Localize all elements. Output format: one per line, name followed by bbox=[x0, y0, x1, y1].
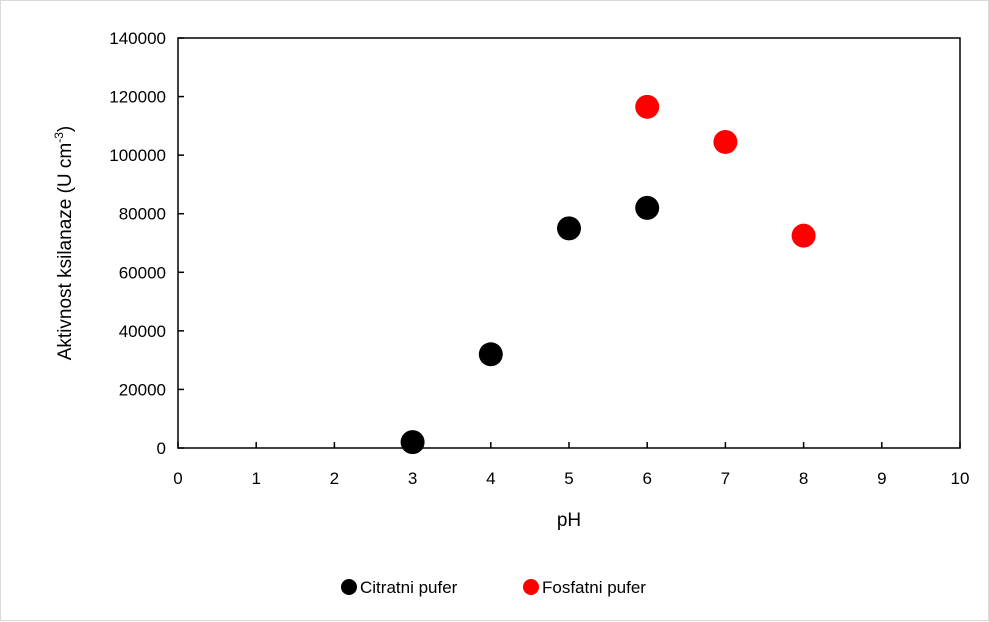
x-tick-label: 10 bbox=[951, 469, 970, 488]
x-tick-label: 9 bbox=[877, 469, 886, 488]
x-tick-label: 8 bbox=[799, 469, 808, 488]
legend: Citratni pufer Fosfatni pufer bbox=[341, 578, 646, 597]
y-tick-label: 80000 bbox=[119, 205, 166, 224]
x-tick-label: 3 bbox=[408, 469, 417, 488]
x-axis-title: pH bbox=[557, 510, 581, 531]
y-tick-label: 120000 bbox=[109, 88, 166, 107]
legend-marker-fosfatni-pufer bbox=[523, 579, 539, 595]
plot-border bbox=[177, 37, 961, 449]
y-axis-title-close: ) bbox=[55, 126, 76, 132]
x-tick-label: 2 bbox=[330, 469, 339, 488]
x-axis-ticks bbox=[177, 442, 961, 448]
legend-marker-citratni-pufer bbox=[341, 579, 357, 595]
y-tick-label: 100000 bbox=[109, 146, 166, 165]
y-axis-title-superscript: -3 bbox=[52, 132, 66, 143]
point-fosfatni-pufer bbox=[791, 223, 816, 248]
y-axis-tick-labels: 0 20000 40000 60000 80000 100000 120000 140000 bbox=[109, 29, 166, 458]
y-tick-label: 60000 bbox=[119, 263, 166, 282]
plot-area bbox=[177, 37, 961, 449]
point-fosfatni-pufer bbox=[635, 94, 660, 119]
legend-label-citratni-pufer: Citratni pufer bbox=[360, 578, 458, 597]
x-tick-label: 4 bbox=[486, 469, 495, 488]
point-citratni-pufer bbox=[557, 216, 581, 241]
x-axis-tick-labels: 0 1 2 3 4 5 6 7 8 9 10 bbox=[173, 469, 969, 488]
point-citratni-pufer bbox=[635, 195, 660, 220]
y-tick-label: 40000 bbox=[119, 322, 166, 341]
x-tick-label: 1 bbox=[251, 469, 260, 488]
x-tick-label: 5 bbox=[564, 469, 573, 488]
y-tick-label: 140000 bbox=[109, 29, 166, 48]
y-tick-label: 0 bbox=[157, 439, 166, 458]
y-tick-label: 20000 bbox=[119, 380, 166, 399]
point-citratni-pufer bbox=[400, 430, 425, 455]
legend-label-fosfatni-pufer: Fosfatni pufer bbox=[542, 578, 646, 597]
data-points bbox=[400, 94, 816, 455]
y-axis-title-main: Aktivnost ksilanaze (U cm bbox=[55, 143, 76, 361]
x-tick-label: 7 bbox=[721, 469, 730, 488]
y-axis-ticks bbox=[178, 37, 184, 449]
x-tick-label: 6 bbox=[642, 469, 651, 488]
y-axis-title: Aktivnost ksilanaze (U cm-3) bbox=[52, 126, 76, 361]
x-tick-label: 0 bbox=[173, 469, 182, 488]
point-citratni-pufer bbox=[478, 342, 503, 367]
point-fosfatni-pufer bbox=[713, 129, 738, 154]
